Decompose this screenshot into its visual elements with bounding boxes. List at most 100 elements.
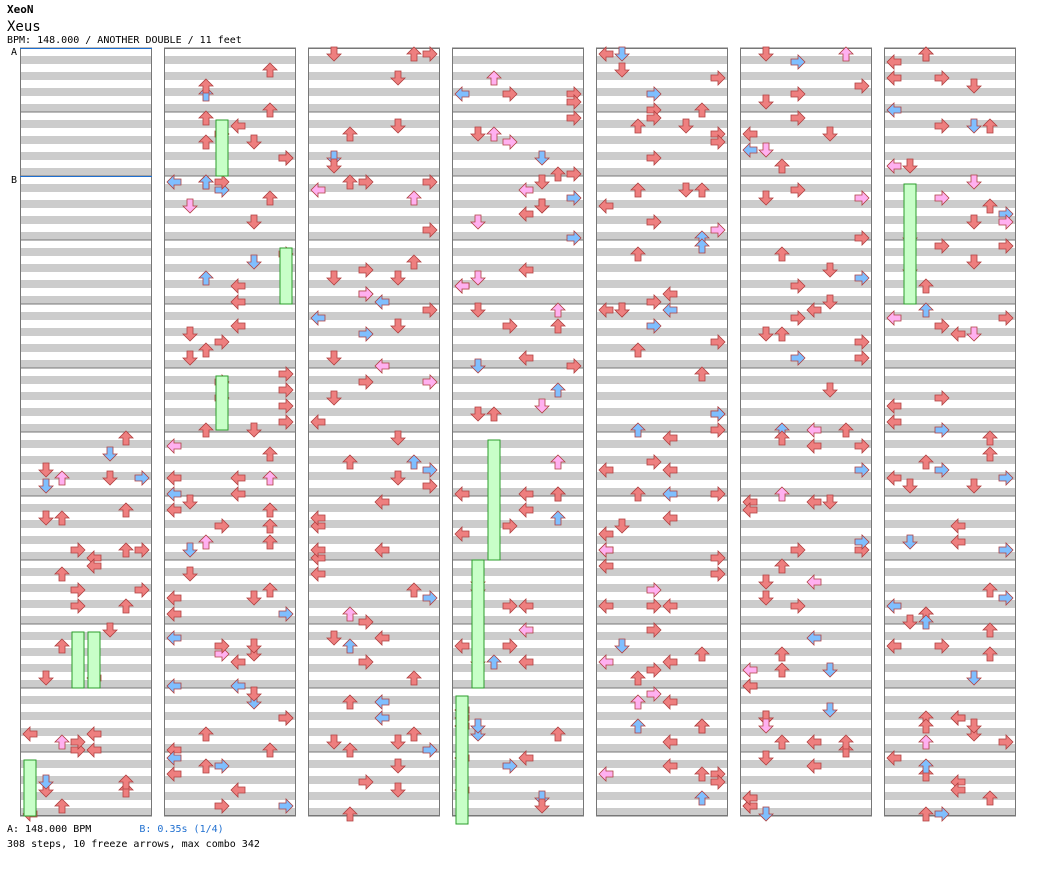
stripe-band: [884, 376, 1016, 384]
step-arrow: [502, 318, 518, 334]
step-arrow: [310, 510, 326, 526]
step-arrow: [406, 46, 422, 62]
step-arrow: [374, 494, 390, 510]
step-arrow: [598, 462, 614, 478]
step-arrow: [902, 534, 918, 550]
step-arrow: [214, 798, 230, 814]
stripe-band: [164, 712, 296, 720]
stripe-band: [308, 296, 440, 304]
stripe-band: [596, 552, 728, 560]
stripe-band: [740, 648, 872, 656]
stripe-band: [308, 648, 440, 656]
marker-a-label: A: [11, 47, 18, 58]
step-arrow: [662, 286, 678, 302]
stripe-band: [596, 760, 728, 768]
stripe-band: [164, 632, 296, 640]
step-arrow: [454, 486, 470, 502]
step-arrow: [326, 46, 342, 62]
step-arrow: [998, 542, 1014, 558]
stripe-band: [596, 584, 728, 592]
stripe-band: [884, 472, 1016, 480]
stripe-band: [884, 72, 1016, 80]
stripe-band: [20, 408, 152, 416]
stripe-band: [596, 632, 728, 640]
step-arrow: [934, 422, 950, 438]
stripe-band: [20, 536, 152, 544]
stripe-band: [452, 264, 584, 272]
step-arrow: [342, 638, 358, 654]
stripe-band: [20, 792, 152, 800]
step-arrow: [470, 214, 486, 230]
stripe-band: [308, 712, 440, 720]
stripe-band: [884, 312, 1016, 320]
step-arrow: [166, 438, 182, 454]
stripe-band: [452, 344, 584, 352]
step-arrow: [518, 502, 534, 518]
step-arrow: [342, 454, 358, 470]
stripe-band: [308, 104, 440, 112]
step-arrow: [262, 470, 278, 486]
step-arrow: [614, 46, 630, 62]
stripe-band: [452, 72, 584, 80]
step-arrow: [518, 750, 534, 766]
stripe-band: [20, 456, 152, 464]
stripe-band: [884, 712, 1016, 720]
freeze-arrow: [279, 247, 293, 305]
step-arrow: [774, 662, 790, 678]
stripe-band: [740, 728, 872, 736]
stripe-band: [740, 136, 872, 144]
step-arrow: [758, 710, 774, 726]
stripe-band: [452, 152, 584, 160]
step-arrow: [390, 430, 406, 446]
stripe-band: [452, 760, 584, 768]
step-arrow: [790, 542, 806, 558]
step-arrow: [374, 358, 390, 374]
step-arrow: [774, 486, 790, 502]
stripe-band: [452, 424, 584, 432]
stripe-band: [20, 216, 152, 224]
step-arrow: [358, 654, 374, 670]
stripe-band: [164, 776, 296, 784]
step-arrow: [982, 646, 998, 662]
stripe-band: [884, 680, 1016, 688]
step-arrow: [166, 766, 182, 782]
step-arrow: [758, 142, 774, 158]
stripe-band: [884, 136, 1016, 144]
step-arrow: [662, 462, 678, 478]
freeze-arrow: [487, 439, 501, 561]
step-arrow: [806, 302, 822, 318]
step-arrow: [454, 86, 470, 102]
step-arrow: [486, 406, 502, 422]
stripe-band: [452, 504, 584, 512]
stripe-band: [884, 760, 1016, 768]
step-arrow: [710, 70, 726, 86]
footer-stop: B: 0.35s (1/4): [139, 824, 224, 835]
stripe-band: [452, 376, 584, 384]
freeze-arrow: [455, 695, 469, 825]
stripe-band: [596, 520, 728, 528]
step-arrow: [742, 502, 758, 518]
step-arrow: [822, 262, 838, 278]
step-arrow: [70, 734, 86, 750]
step-arrow: [422, 174, 438, 190]
stripe-band: [740, 216, 872, 224]
step-arrow: [966, 214, 982, 230]
stripe-band: [740, 280, 872, 288]
step-arrow: [662, 654, 678, 670]
step-arrow: [518, 654, 534, 670]
step-arrow: [710, 406, 726, 422]
stripe-band: [596, 104, 728, 112]
step-arrow: [710, 134, 726, 150]
stripe-band: [20, 120, 152, 128]
step-arrow: [966, 326, 982, 342]
step-arrow: [822, 494, 838, 510]
step-arrow: [518, 598, 534, 614]
step-arrow: [646, 662, 662, 678]
step-arrow: [262, 502, 278, 518]
stripe-band: [452, 728, 584, 736]
stripe-band: [452, 232, 584, 240]
stripe-band: [596, 184, 728, 192]
stripe-band: [164, 120, 296, 128]
step-arrow: [982, 118, 998, 134]
